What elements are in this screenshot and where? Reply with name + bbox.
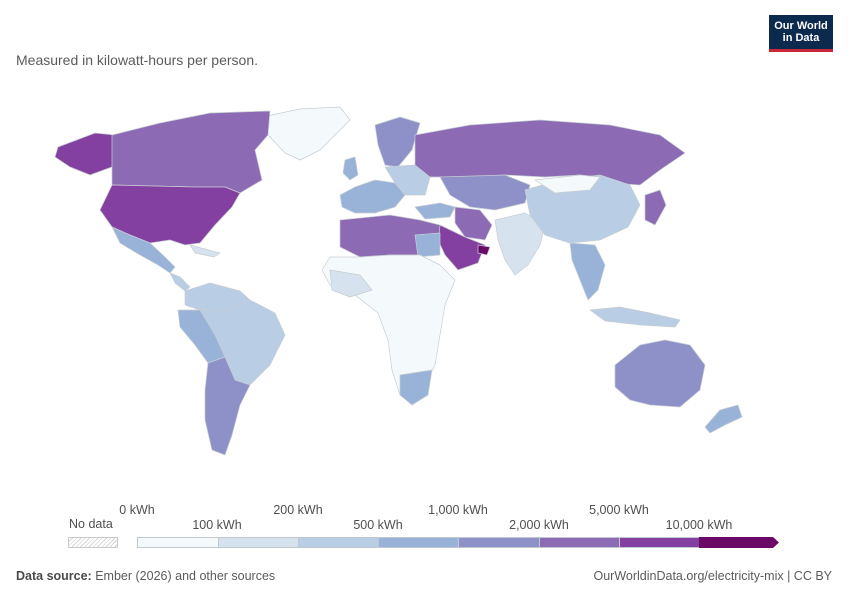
world-map[interactable] — [0, 95, 850, 475]
legend-bin-4[interactable] — [378, 537, 458, 548]
region-mexico — [111, 226, 176, 274]
no-data-label: No data — [69, 517, 113, 531]
legend-label-0: 0 kWh — [119, 503, 155, 517]
data-source-text: Ember (2026) and other sources — [95, 569, 276, 583]
legend-bin-3[interactable] — [298, 537, 378, 548]
legend-bin-6[interactable] — [539, 537, 619, 548]
region-argentina — [204, 356, 251, 456]
region-south-africa — [399, 369, 433, 406]
data-source-label: Data source: — [16, 569, 92, 583]
logo-line-2: in Data — [782, 32, 820, 44]
region-japan — [644, 189, 667, 226]
legend-label-200: 200 kWh — [273, 503, 323, 517]
region-egypt — [414, 232, 441, 258]
owid-logo[interactable]: Our World in Data — [769, 15, 833, 52]
legend-label-5000: 5,000 kWh — [589, 503, 649, 517]
legend-bin-8-shape — [699, 537, 779, 548]
region-iran — [454, 206, 493, 241]
legend-bin-7[interactable] — [619, 537, 699, 548]
no-data-swatch — [68, 537, 118, 548]
legend-label-10000: 10,000 kWh — [665, 518, 733, 532]
region-central-america — [169, 272, 191, 292]
legend-bin-5[interactable] — [458, 537, 539, 548]
region-greenland — [261, 106, 351, 161]
region-russia — [414, 119, 686, 186]
region-indonesia — [589, 306, 681, 328]
logo-line-1: Our World — [774, 20, 828, 32]
region-uae — [477, 244, 491, 256]
legend-label-2000: 2,000 kWh — [509, 518, 569, 532]
region-uk — [342, 156, 359, 181]
region-canada — [111, 110, 271, 194]
chart-subtitle: Measured in kilowatt-hours per person. — [16, 52, 259, 68]
legend-bin-2[interactable] — [218, 537, 298, 548]
region-scandinavia — [374, 116, 421, 168]
legend-label-1000: 1,000 kWh — [428, 503, 488, 517]
legend-label-100: 100 kWh — [192, 518, 242, 532]
footer-url[interactable]: OurWorldinData.org/electricity-mix | CC … — [593, 569, 833, 583]
region-caribbean — [189, 244, 221, 258]
legend-bin-1[interactable] — [137, 537, 218, 548]
region-new-zealand — [704, 404, 743, 434]
region-europe-west — [339, 179, 406, 214]
legend-bin-8[interactable] — [699, 537, 781, 548]
region-australia — [614, 339, 706, 408]
region-southeast-asia — [569, 242, 606, 301]
region-alaska — [54, 132, 116, 176]
region-west-africa — [329, 269, 373, 298]
region-mongolia — [534, 174, 601, 194]
data-source: Data source: Ember (2026) and other sour… — [16, 569, 275, 583]
legend-label-500: 500 kWh — [353, 518, 403, 532]
region-turkey — [414, 202, 456, 220]
region-central-asia — [439, 174, 531, 211]
